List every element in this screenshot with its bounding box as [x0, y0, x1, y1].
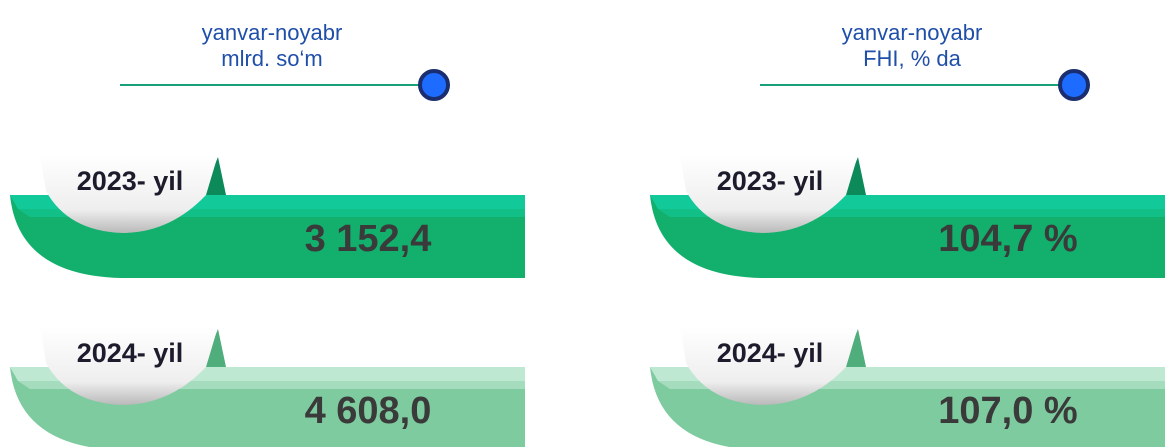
value-label: 107,0 % [938, 390, 1077, 432]
tab [680, 155, 858, 233]
header-dot [1058, 69, 1090, 101]
value-label: 3 152,4 [305, 218, 432, 260]
tab [40, 327, 218, 405]
header-dot [418, 69, 450, 101]
header-text: mlrd. so‘m [221, 46, 322, 71]
year-label: 2023- yil [717, 166, 824, 196]
tab [40, 155, 218, 233]
header-text: yanvar-noyabr [842, 20, 983, 45]
tab [680, 327, 858, 405]
value-label: 4 608,0 [305, 390, 432, 432]
header-text: yanvar-noyabr [202, 20, 343, 45]
year-label: 2024- yil [77, 338, 184, 368]
year-label: 2024- yil [717, 338, 824, 368]
value-label: 104,7 % [938, 218, 1077, 260]
header-text: FHI, % da [863, 46, 962, 71]
year-label: 2023- yil [77, 166, 184, 196]
